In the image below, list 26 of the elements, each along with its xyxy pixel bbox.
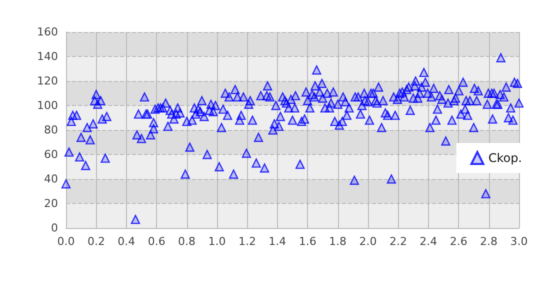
y-tick-label: 100 xyxy=(37,99,58,112)
y-tick-label: 20 xyxy=(44,197,58,210)
x-tick-label: 0.8 xyxy=(178,235,196,248)
x-tick-label: 0.2 xyxy=(87,235,105,248)
y-tick-label: 120 xyxy=(37,74,58,88)
y-tick-label: 0 xyxy=(51,222,58,234)
x-tick-label: 0.0 xyxy=(57,235,75,248)
x-tick-label: 2.2 xyxy=(389,235,407,248)
x-tick-label: 1.6 xyxy=(298,235,316,248)
y-tick-label: 60 xyxy=(44,148,58,161)
y-tick-label: 140 xyxy=(37,50,58,63)
x-tick-label: 2.4 xyxy=(420,235,438,248)
x-tick-label: 3.0 xyxy=(510,235,528,248)
x-tick-label: 1.2 xyxy=(238,235,256,248)
x-tick-label: 0.6 xyxy=(148,235,166,248)
legend-label: Ckop. xyxy=(488,151,522,165)
x-tick-label: 1.8 xyxy=(329,235,347,248)
y-tick-label: 80 xyxy=(44,124,58,136)
x-tick-label: 2.6 xyxy=(450,235,468,248)
x-tick-label: 2.8 xyxy=(480,235,498,248)
x-tick-label: 0.4 xyxy=(118,235,136,248)
x-tick-label: 1.0 xyxy=(208,235,226,248)
x-tick-label: 2.0 xyxy=(359,235,377,248)
x-tick-label: 1.4 xyxy=(268,235,286,248)
y-tick-label: 40 xyxy=(44,172,58,186)
y-tick-label: 160 xyxy=(37,26,58,38)
